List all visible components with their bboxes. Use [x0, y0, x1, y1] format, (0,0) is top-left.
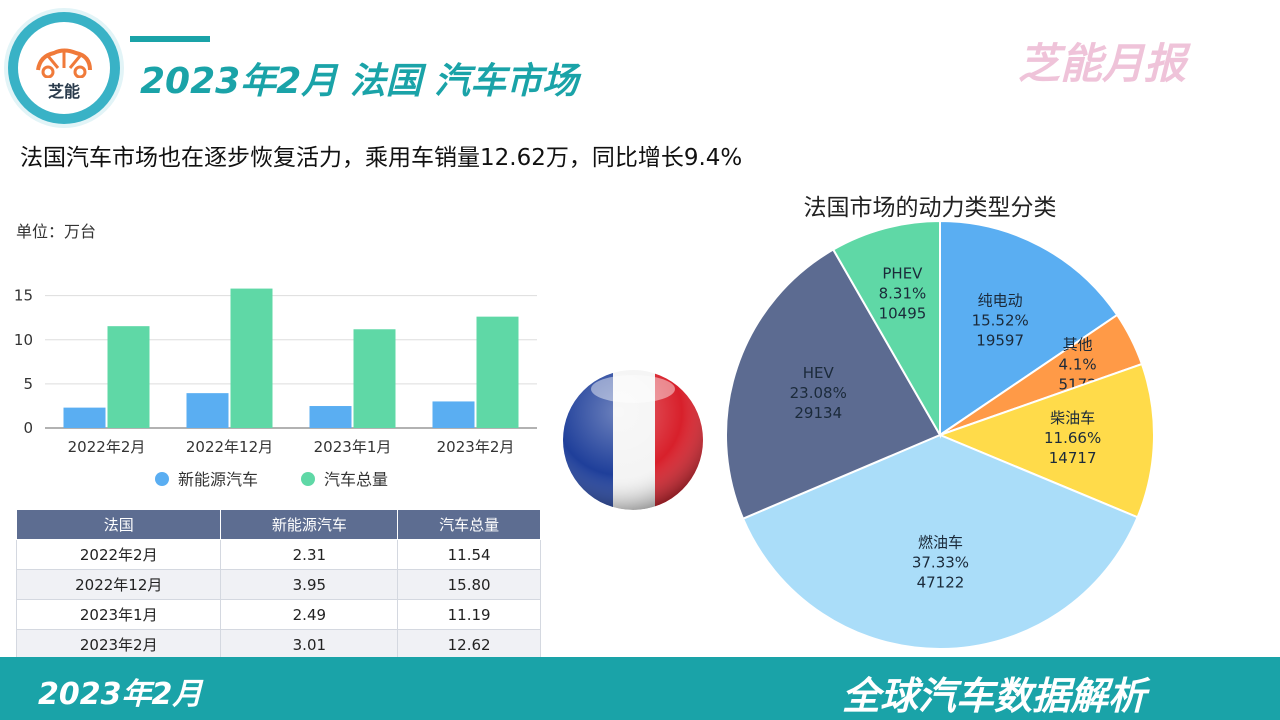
footer-date: 2023年2月: [38, 677, 203, 712]
pie-slice-value: 29134: [794, 404, 842, 422]
pie-slice-percent: 11.66%: [1044, 429, 1101, 447]
pie-slice-percent: 8.31%: [879, 284, 927, 302]
pie-slice: [725, 248, 942, 520]
table-cell: 2.49: [220, 599, 399, 630]
table-cell: 12.62: [397, 629, 541, 660]
bar: [63, 407, 106, 428]
table-cell: 2.31: [220, 539, 399, 570]
pie-slice-value: 10495: [879, 304, 927, 322]
bar: [432, 401, 475, 428]
table-row: 2023年2月 3.01 12.62: [15, 629, 541, 660]
table-cell: 11.19: [397, 599, 541, 630]
france-flag-icon: [563, 370, 703, 510]
pie-slice: [831, 219, 941, 439]
brand-watermark: 芝能月报: [1018, 39, 1187, 88]
pie-slice-label: PHEV: [882, 264, 923, 282]
footer-bar: 2023年2月 全球汽车数据解析: [0, 657, 1280, 720]
pie-slice: [939, 219, 1119, 437]
y-tick-label: 0: [23, 419, 33, 437]
logo: 芝能: [18, 22, 110, 114]
table-header-cell: 新能源汽车: [220, 509, 399, 540]
table-cell: 2023年1月: [15, 599, 222, 630]
x-tick-label: 2022年12月: [186, 438, 273, 456]
y-tick-label: 15: [14, 287, 33, 305]
pie-slice-percent: 4.1%: [1059, 356, 1097, 374]
title-accent-bar: [130, 36, 210, 42]
car-logo-icon: [36, 48, 92, 78]
bar-chart-legend: 新能源汽车 汽车总量: [155, 470, 388, 489]
y-tick-label: 10: [14, 331, 33, 349]
pie-slice: [937, 362, 1155, 519]
bar: [476, 316, 519, 428]
x-tick-label: 2023年2月: [437, 438, 515, 456]
pie-slice: [741, 433, 1139, 650]
legend-label: 新能源汽车: [178, 470, 258, 489]
unit-label: 单位：万台: [16, 222, 97, 241]
table-header-cell: 汽车总量: [397, 509, 541, 540]
bar-chart: 0 5 10 15 2022年2月 2022年12月 2023年1月 2023年2月: [14, 287, 537, 456]
table-header-row: 法国 新能源汽车 汽车总量: [15, 509, 541, 540]
data-table: 法国 新能源汽车 汽车总量 2022年2月 2.31 11.54 2022年12…: [15, 509, 541, 660]
y-tick-label: 5: [23, 375, 33, 393]
pie-slice-value: 19597: [976, 332, 1024, 350]
table-cell: 2022年12月: [15, 569, 222, 600]
bar: [309, 406, 352, 428]
pie-slice-value: 14717: [1049, 449, 1097, 467]
pie-slice-value: 47122: [917, 573, 965, 591]
table-cell: 3.01: [220, 629, 399, 660]
pie-slice-percent: 37.33%: [912, 553, 969, 571]
page-title: 2023年2月 法国 汽车市场: [140, 61, 579, 102]
logo-text: 芝能: [47, 82, 80, 101]
pie-slice-percent: 15.52%: [972, 312, 1029, 330]
legend-label: 汽车总量: [324, 470, 388, 489]
table-cell: 2022年2月: [15, 539, 222, 570]
pie-slice-percent: 23.08%: [790, 384, 847, 402]
page-subtitle: 法国汽车市场也在逐步恢复活力，乘用车销量12.62万，同比增长9.4%: [20, 145, 743, 171]
table-row: 2022年12月 3.95 15.80: [15, 569, 541, 600]
pie-chart-title: 法国市场的动力类型分类: [803, 195, 1057, 221]
x-tick-label: 2022年2月: [68, 438, 146, 456]
bar: [107, 326, 150, 428]
bar: [186, 393, 229, 428]
table-cell: 11.54: [397, 539, 541, 570]
bar: [230, 288, 273, 428]
table-row: 2022年2月 2.31 11.54: [15, 539, 541, 570]
footer-tagline: 全球汽车数据解析: [842, 674, 1147, 718]
legend-marker: [155, 472, 169, 486]
pie-slice-label: 燃油车: [918, 533, 963, 551]
pie-slice-label: 其他: [1063, 336, 1093, 354]
bar: [353, 329, 396, 428]
pie-slice-label: 柴油车: [1050, 409, 1095, 427]
table-cell: 3.95: [220, 569, 399, 600]
table-cell: 2023年2月: [15, 629, 222, 660]
table-row: 2023年1月 2.49 11.19: [15, 599, 541, 630]
legend-marker: [301, 472, 315, 486]
table-header-cell: 法国: [15, 509, 222, 540]
x-tick-label: 2023年1月: [314, 438, 392, 456]
pie-slice-label: HEV: [803, 364, 835, 382]
table-cell: 15.80: [397, 569, 541, 600]
pie-slice-label: 纯电动: [978, 292, 1023, 310]
